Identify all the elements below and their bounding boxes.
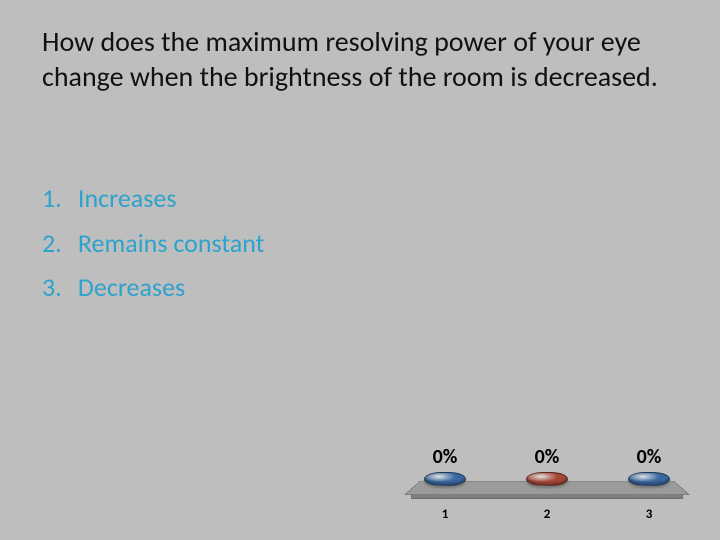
percent-1: 0%	[394, 445, 496, 469]
percent-row: 0% 0% 0%	[394, 445, 700, 469]
option-3-number: 3.	[42, 267, 72, 309]
percent-2: 0%	[496, 445, 598, 469]
option-1[interactable]: 1. Increases	[42, 178, 264, 220]
option-3-label: Decreases	[78, 271, 185, 303]
percent-3: 0%	[598, 445, 700, 469]
option-1-number: 1.	[42, 178, 72, 220]
platform-top	[404, 481, 690, 495]
chart-platform	[394, 471, 700, 495]
options-list: 1. Increases 2. Remains constant 3. Decr…	[42, 178, 264, 312]
x-label-2: 2	[496, 507, 598, 522]
x-label-3: 3	[598, 507, 700, 522]
option-2[interactable]: 2. Remains constant	[42, 223, 264, 265]
question-text: How does the maximum resolving power of …	[42, 24, 678, 94]
x-label-1: 1	[394, 507, 496, 522]
platform-front	[411, 494, 683, 499]
option-2-number: 2.	[42, 223, 72, 265]
option-1-label: Increases	[78, 182, 177, 214]
option-3[interactable]: 3. Decreases	[42, 267, 264, 309]
option-2-label: Remains constant	[78, 227, 265, 259]
response-chart: 0% 0% 0% 1 2 3	[394, 445, 700, 522]
x-label-row: 1 2 3	[394, 507, 700, 522]
